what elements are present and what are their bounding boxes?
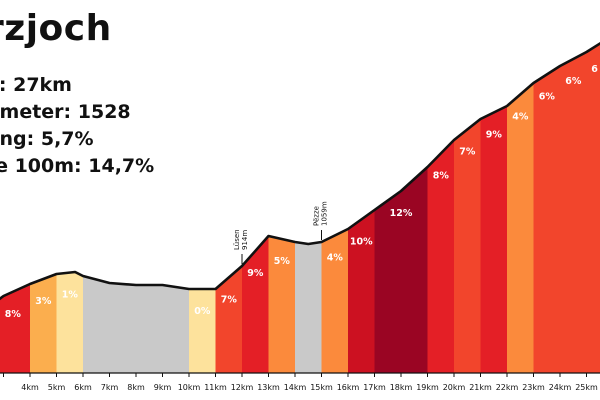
x-axis: 4km 5km 6km 7km 8km 9km 10km 11km 12km 13km 14km 15… [0, 372, 600, 392]
segment-fill-5 [215, 266, 242, 373]
grade-label: 8% [433, 171, 450, 182]
grade-label: 3% [35, 296, 52, 307]
x-tick-label: 12km [231, 383, 254, 392]
elevation-profile-line [0, 41, 600, 301]
grade-label: 5% [274, 256, 291, 267]
x-tick-label: 23km [522, 383, 545, 392]
x-tick-label: 17km [363, 383, 386, 392]
x-tick-label: 19km [416, 383, 439, 392]
grade-label: 8% [5, 309, 22, 320]
grade-label: 6% [565, 76, 582, 87]
annotation-label: Lüsen [233, 229, 241, 250]
x-tick-label: 25km [575, 383, 598, 392]
x-tick-label: 20km [443, 383, 466, 392]
grade-label: 6 [591, 64, 598, 75]
segment-fill-18 [586, 43, 600, 373]
segment-fill-7 [268, 236, 295, 373]
x-tick-label: 15km [310, 383, 333, 392]
segment-fill-16 [533, 66, 560, 373]
route-title: rzjoch [0, 8, 112, 49]
x-tick-label: 22km [496, 383, 519, 392]
x-tick-label: 9km [154, 383, 172, 392]
x-tick-label: 14km [284, 383, 307, 392]
segment-fill-4 [189, 289, 216, 373]
segment-fill-6 [242, 236, 269, 373]
x-tick-label: 6km [74, 383, 92, 392]
x-tick-label: 21km [469, 383, 492, 392]
x-tick-label: 8km [127, 383, 145, 392]
segment-fill-3 [83, 276, 189, 373]
grade-label: 1% [62, 290, 79, 301]
segment-fill-0 [0, 284, 30, 373]
segment-fill-10 [348, 210, 375, 373]
segment-fill-15 [507, 83, 534, 373]
segment-fill-9 [321, 229, 348, 373]
stat-max-gradient-100m: te 100m: 14,7% [0, 155, 155, 177]
x-tick-label: 13km [257, 383, 280, 392]
x-tick-label: 18km [390, 383, 413, 392]
segment-fill-14 [480, 106, 507, 373]
segment-fill-11 [374, 167, 428, 373]
x-tick-label: 4km [21, 383, 39, 392]
grade-label: 12% [390, 208, 413, 219]
annotation-label: 914m [241, 230, 249, 250]
stat-elevation-gain: nmeter: 1528 [0, 101, 131, 123]
x-tick-label: 5km [48, 383, 66, 392]
segment-fill-12 [427, 140, 454, 373]
segment-fill-8 [295, 242, 322, 373]
grade-label: 7% [459, 147, 476, 158]
grade-label: 0% [194, 306, 211, 317]
annotation-label: 1059m [321, 201, 329, 226]
x-tick-label: 10km [178, 383, 201, 392]
x-tick-label: 7km [101, 383, 119, 392]
segment-fill-2 [56, 272, 83, 373]
grade-label: 10% [350, 237, 373, 248]
grade-label: 4% [512, 112, 529, 123]
x-tick-label: 11km [204, 383, 227, 392]
waypoint-annotations: Lüsen 914m Pëzze 1059m [233, 201, 329, 264]
segment-fill-1 [30, 274, 57, 373]
x-tick-label: 24km [549, 383, 572, 392]
grade-label: 9% [247, 268, 264, 279]
grade-label: 9% [486, 130, 503, 141]
stat-average-gradient: ung: 5,7% [0, 128, 94, 150]
x-tick-label: 16km [337, 383, 360, 392]
grade-label: 6% [539, 92, 556, 103]
stat-distance: e: 27km [0, 74, 72, 96]
annotation-label: Pëzze [313, 206, 321, 226]
gradient-segments [0, 43, 600, 373]
grade-label: 4% [327, 253, 344, 264]
gradient-labels: 8% 3% 1% 0% 7% 9% 5% 4% 10% 12% 8% 7% 9% 4% 6% 6% 6 [5, 64, 598, 320]
grade-label: 7% [221, 295, 238, 306]
segment-fill-17 [560, 52, 587, 373]
segment-fill-13 [454, 119, 481, 373]
